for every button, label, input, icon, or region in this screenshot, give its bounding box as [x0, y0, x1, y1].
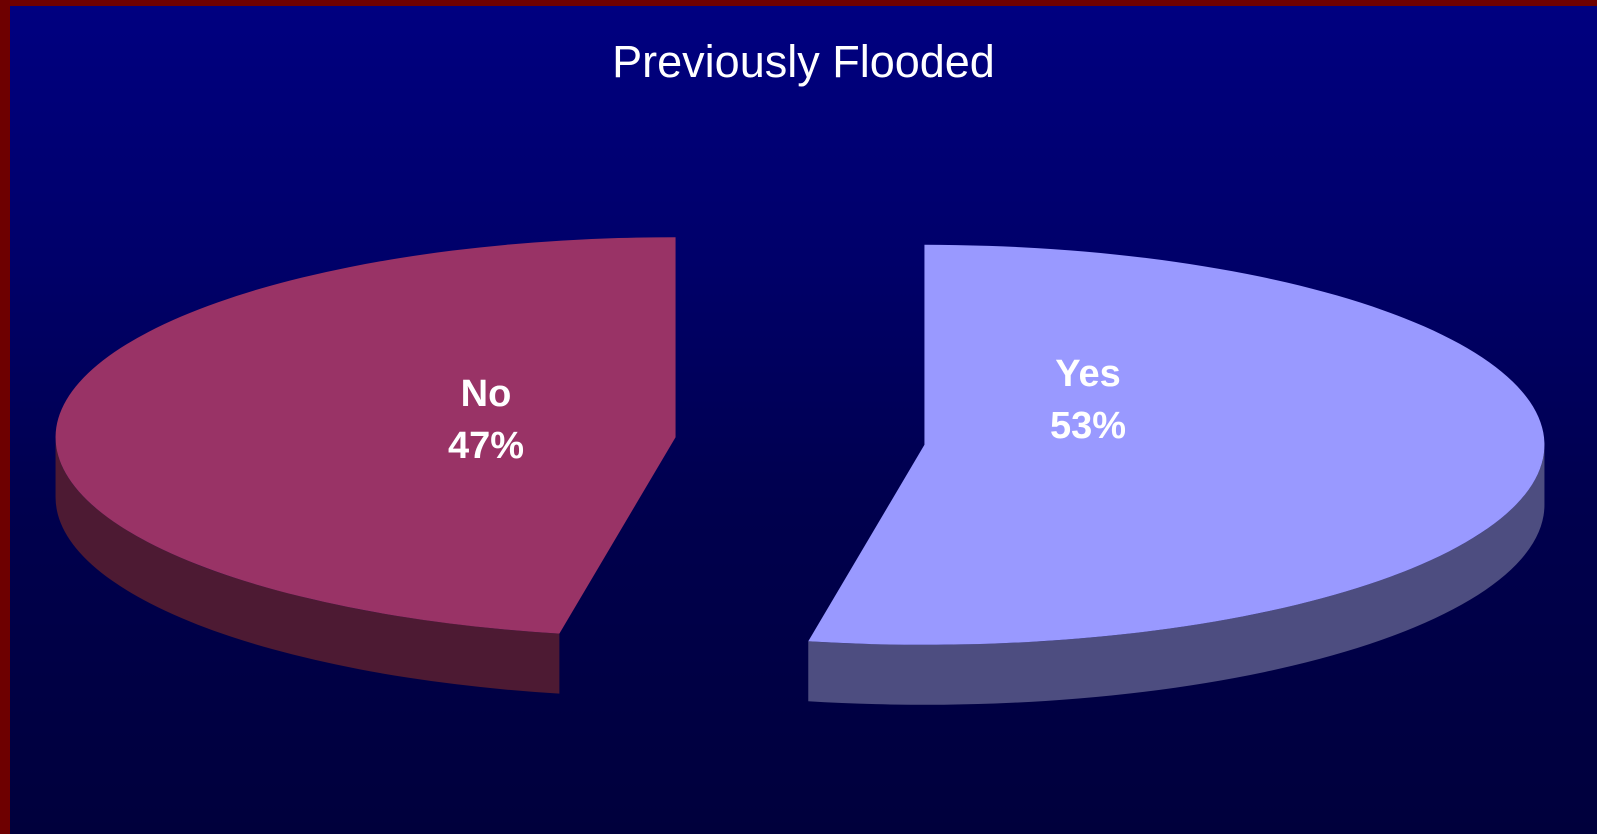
slice-no-top [55, 237, 676, 634]
pie-chart: No 47% Yes 53% [55, 237, 1545, 705]
chart-slide: Previously Flooded No 47% Yes 53% [10, 6, 1597, 834]
slice-yes: Yes 53% [808, 244, 1545, 705]
slice-yes-label: Yes [1055, 353, 1121, 395]
slice-no-value: 47% [448, 425, 524, 467]
slice-yes-top [808, 244, 1545, 645]
chart-title: Previously Flooded [612, 36, 995, 87]
slice-yes-side [808, 444, 1545, 705]
slice-no-side [55, 437, 560, 694]
slice-no-label: No [461, 373, 512, 415]
slice-no: No 47% [55, 237, 676, 694]
slice-yes-value: 53% [1050, 405, 1126, 447]
